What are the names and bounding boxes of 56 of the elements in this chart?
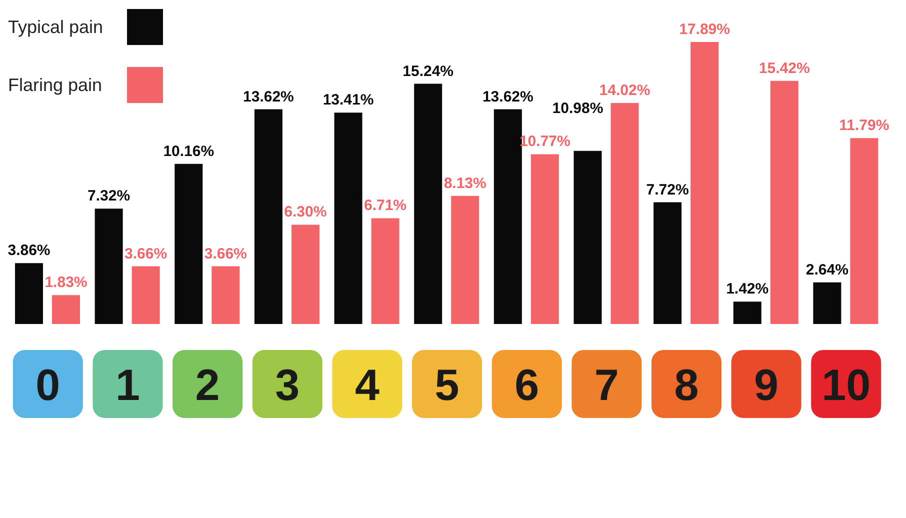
bar — [291, 224, 320, 324]
x-tick-label: 5 — [434, 361, 460, 410]
bar — [254, 109, 282, 324]
data-label: 7.32% — [88, 188, 130, 205]
bar — [52, 295, 80, 324]
x-tick-label: 4 — [354, 361, 380, 410]
x-tick-label: 1 — [115, 361, 140, 410]
data-label: 15.42% — [758, 60, 810, 77]
bar — [15, 263, 43, 324]
data-label: 14.02% — [599, 82, 650, 100]
bar — [494, 109, 522, 324]
data-label: 13.41% — [322, 92, 374, 109]
data-label: 10.98% — [552, 100, 604, 117]
data-label: 3.86% — [8, 242, 50, 260]
data-label: 13.62% — [482, 88, 534, 106]
bar — [733, 302, 762, 324]
bar — [530, 154, 559, 324]
x-tick-label: 7 — [594, 361, 619, 410]
data-label: 3.66% — [204, 245, 247, 262]
x-tick-label: 10 — [822, 361, 871, 410]
bar — [813, 282, 842, 324]
bar — [371, 218, 400, 324]
bar — [212, 266, 240, 324]
x-tick-label: 3 — [275, 361, 300, 410]
data-label: 1.83% — [44, 274, 88, 292]
x-tick-label: 9 — [754, 361, 779, 410]
bar — [574, 150, 602, 324]
data-label: 2.64% — [806, 261, 848, 278]
data-label: 17.89% — [679, 21, 730, 38]
x-tick-label: 8 — [674, 361, 699, 410]
data-label: 6.30% — [284, 204, 327, 221]
bar — [451, 196, 480, 324]
bar — [174, 164, 203, 324]
bar — [94, 208, 123, 324]
data-label: 1.42% — [726, 280, 769, 298]
bar — [850, 138, 878, 324]
data-label: 10.16% — [163, 142, 214, 160]
data-label: 7.72% — [646, 181, 689, 198]
data-label: 11.79% — [839, 117, 890, 134]
bar — [334, 112, 362, 324]
legend-label: Flaring pain — [8, 74, 104, 96]
x-tick-label: 6 — [514, 361, 540, 410]
bar — [414, 84, 442, 324]
x-tick-label: 0 — [36, 361, 60, 410]
data-label: 6.71% — [364, 197, 407, 214]
x-tick-label: 2 — [195, 361, 220, 410]
legend-label: Typical pain — [8, 16, 104, 38]
bar — [132, 266, 160, 324]
bar — [770, 80, 798, 324]
data-label: 15.24% — [402, 62, 454, 80]
bar — [654, 202, 682, 324]
data-label: 13.62% — [243, 88, 294, 106]
data-label: 8.13% — [444, 174, 486, 192]
bar — [610, 103, 639, 324]
data-label: 3.66% — [124, 245, 168, 262]
bar — [690, 42, 719, 324]
